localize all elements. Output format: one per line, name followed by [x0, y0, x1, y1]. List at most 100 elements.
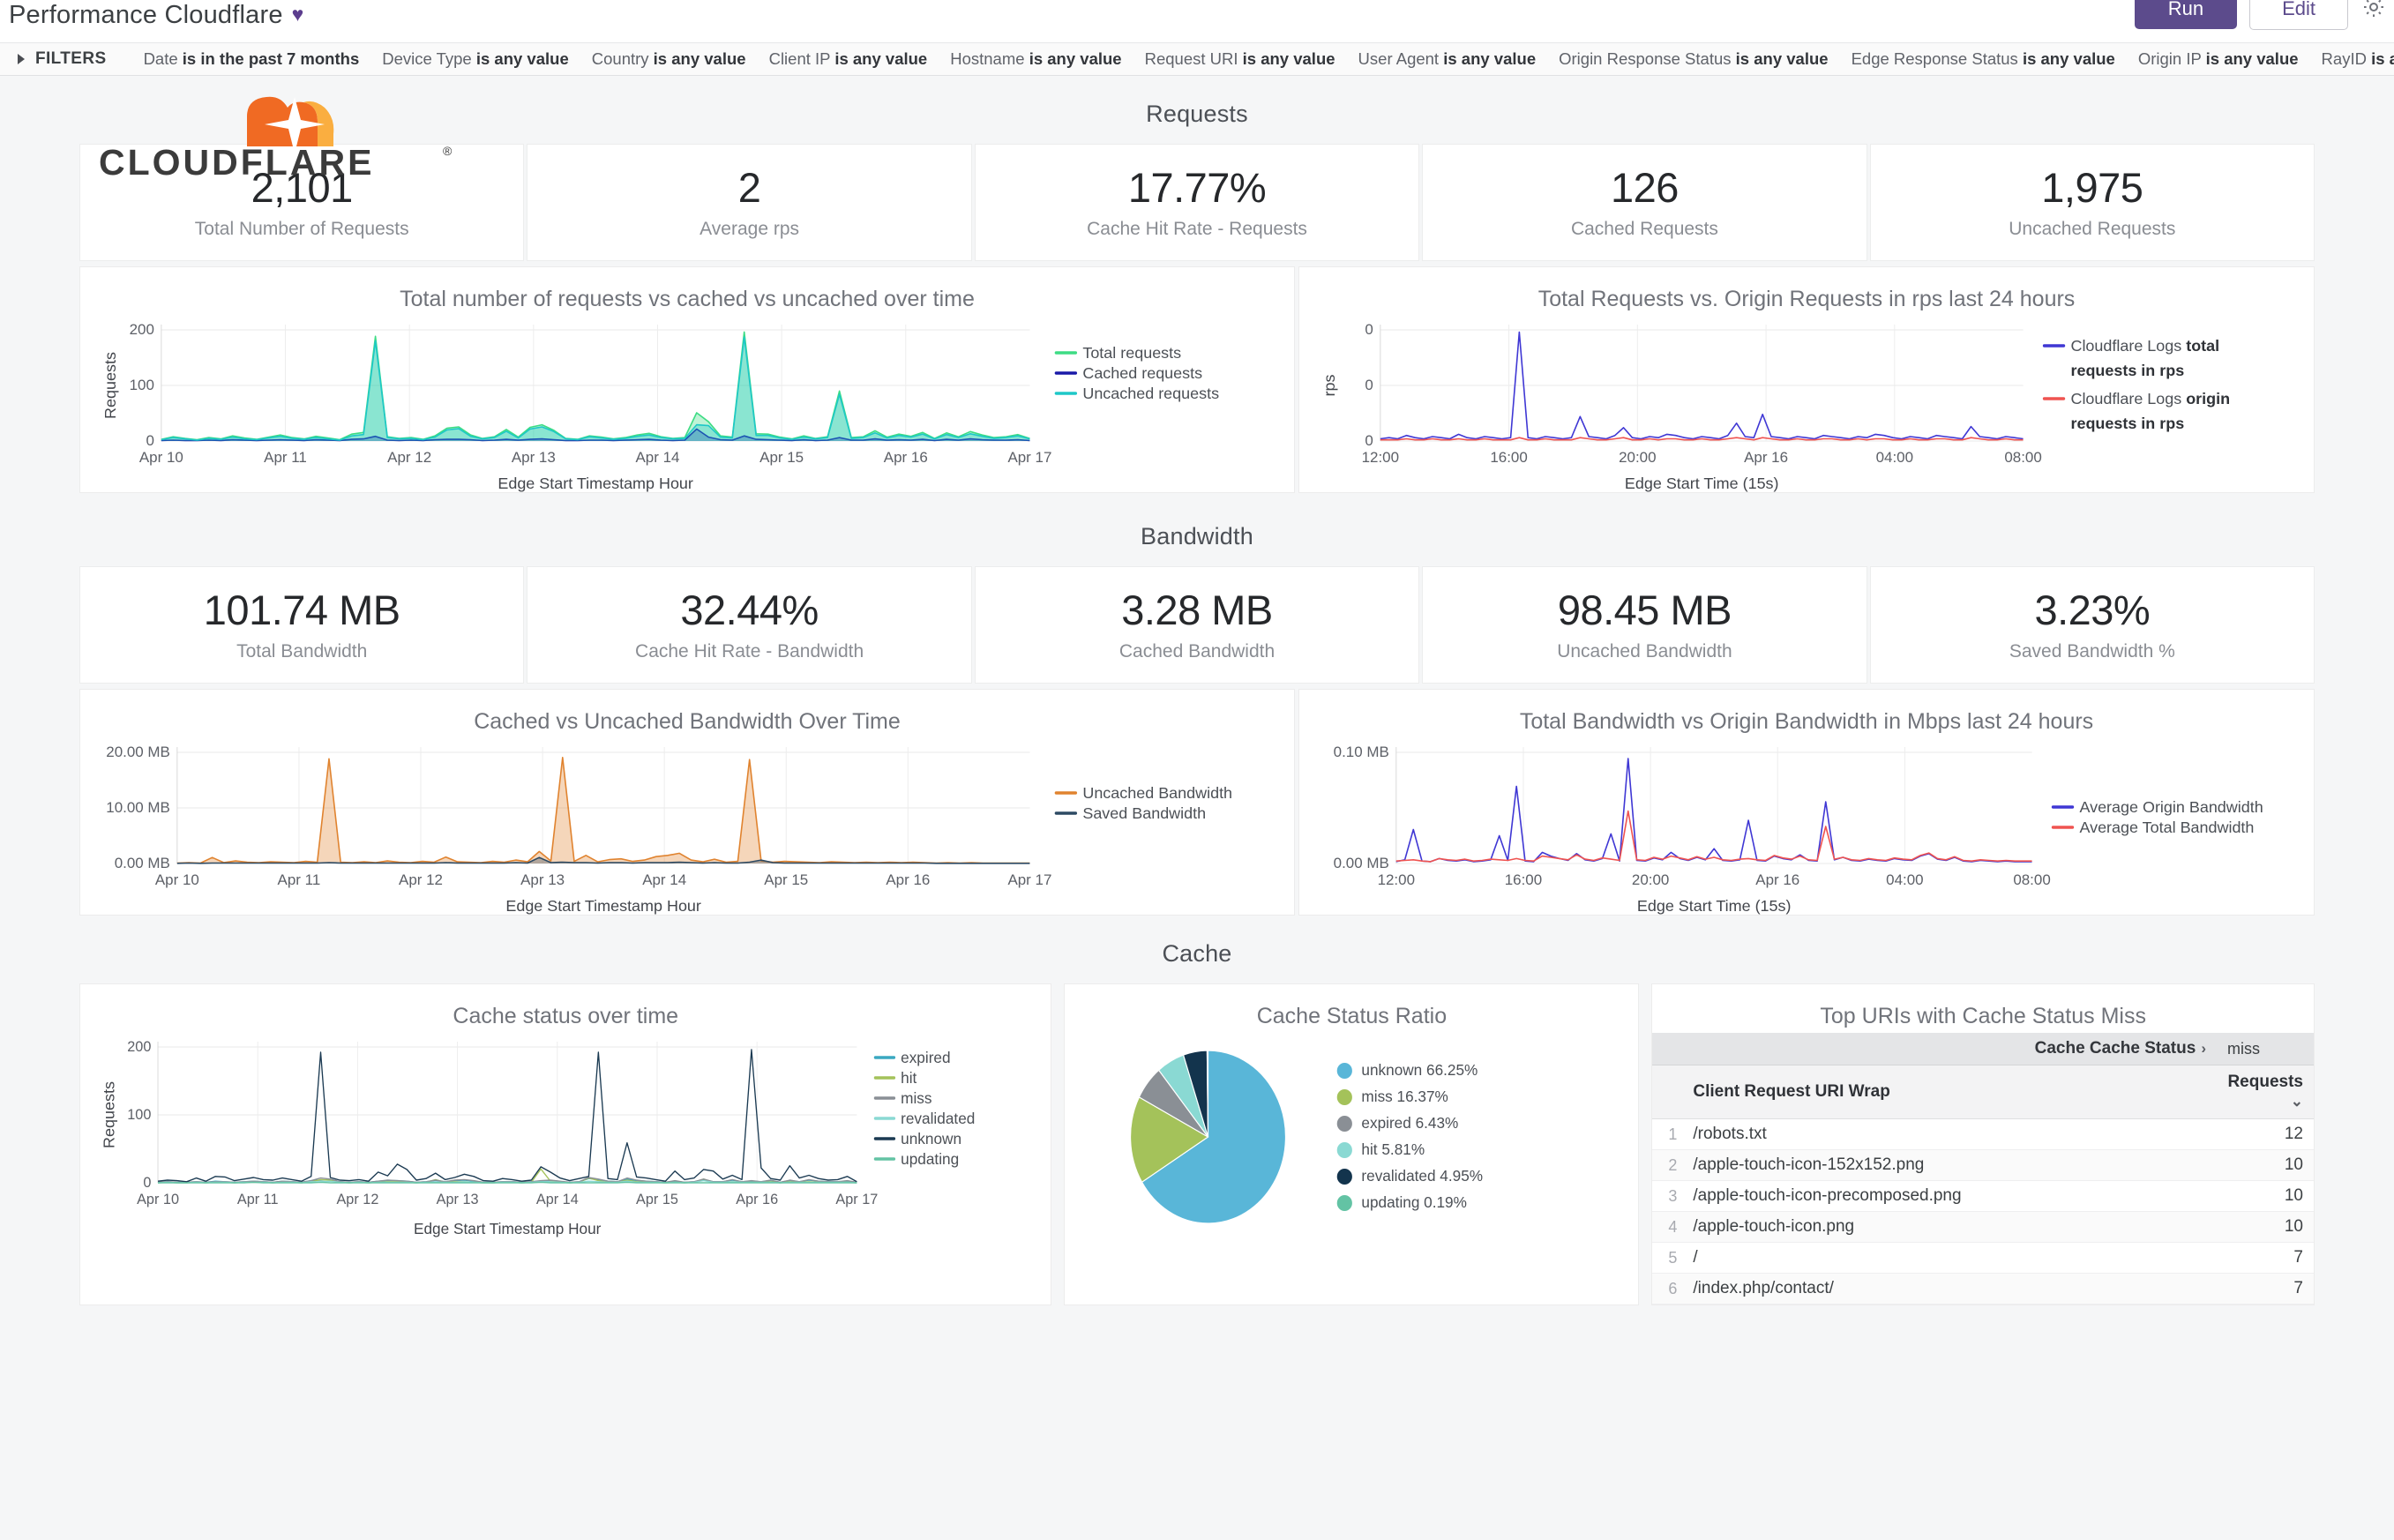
legend-label[interactable]: unknown — [901, 1130, 961, 1148]
chart-area[interactable]: 0 100 200 Apr 10 Apr 11 Apr 12 Apr 13 Apr 14 Apr… — [80, 1033, 1051, 1237]
column-header-uri[interactable]: Client Request URI Wrap — [1682, 1065, 2217, 1119]
gear-icon[interactable] — [2360, 0, 2387, 25]
chart-card-bandwidth-vs-origin[interactable]: Total Bandwidth vs Origin Bandwidth in M… — [1298, 689, 2315, 916]
chart-card-cache-status-ratio[interactable]: Cache Status Ratio unknown 66.25% miss 16… — [1064, 983, 1640, 1305]
filter-item-date[interactable]: Date is in the past 7 months — [143, 49, 360, 68]
chart-area[interactable]: 0.00 MB 10.00 MB 20.00 MB Apr 10 Apr 11 Apr 1… — [80, 738, 1294, 915]
x-tick-label: 20:00 — [1632, 871, 1669, 888]
chart-card-cache-status-over-time[interactable]: Cache status over time 0 100 200 Apr 10 Apr … — [79, 983, 1052, 1305]
legend-label[interactable]: Cloudflare Logs origin — [2070, 390, 2230, 407]
cache-row: Cache status over time 0 100 200 Apr 10 Apr … — [79, 983, 2315, 1305]
chart-area[interactable]: 0 0 0 12:00 16:00 20:00 Apr 16 04:00 08:00 rps Edg… — [1299, 316, 2314, 492]
table-group-header-row: Cache Cache Status › miss — [1652, 1033, 2314, 1065]
kpi-value: 3.23% — [2034, 587, 2151, 634]
x-tick-label: Apr 14 — [642, 871, 686, 888]
pie-slice[interactable] — [1130, 1096, 1210, 1184]
bandwidth-kpi-tile[interactable]: 3.28 MB Cached Bandwidth — [974, 566, 1420, 684]
filter-item-request-uri[interactable]: Request URI is any value — [1144, 49, 1335, 68]
table-body: 1/robots.txt 12 2/apple-touch-icon-152x152… — [1652, 1118, 2314, 1305]
legend-label[interactable]: Uncached Bandwidth — [1082, 784, 1232, 802]
chart-area[interactable]: unknown 66.25% miss 16.37% expired 6.43% hi… — [1065, 1033, 1638, 1237]
filter-item-rayid[interactable]: RayID is any valu... — [2321, 49, 2394, 68]
legend-label[interactable]: Average Origin Bandwidth — [2079, 798, 2263, 816]
filter-item-country[interactable]: Country is any value — [591, 49, 746, 68]
requests-kpi-tile[interactable]: 17.77% Cache Hit Rate - Requests — [974, 144, 1420, 261]
group-header-label[interactable]: Cache Cache Status › — [1652, 1033, 2217, 1065]
filter-item-device-type[interactable]: Device Type is any value — [382, 49, 569, 68]
filters-toggle[interactable]: FILTERS — [18, 49, 107, 69]
row-uri[interactable]: /apple-touch-icon-152x152.png — [1682, 1149, 2217, 1181]
row-requests: 10 — [2216, 1149, 2314, 1181]
bandwidth-kpi-tile[interactable]: 101.74 MB Total Bandwidth — [79, 566, 525, 684]
table-row[interactable]: 5/7 — [1652, 1242, 2314, 1274]
row-index: 2 — [1652, 1149, 1683, 1181]
x-tick-label: Apr 15 — [636, 1191, 678, 1207]
filter-item-origin-response-status[interactable]: Origin Response Status is any value — [1559, 49, 1829, 68]
x-tick-label: 20:00 — [1619, 449, 1656, 466]
chart-title: Cache Status Ratio — [1256, 1004, 1448, 1028]
chart-area[interactable]: 0 100 200 Apr 10 Apr 11 Apr 12 Apr 13 Apr 14 Apr… — [80, 316, 1294, 492]
table-row[interactable]: 3/apple-touch-icon-precomposed.png 10 — [1652, 1180, 2314, 1212]
legend-label[interactable]: revalidated 4.95% — [1362, 1167, 1484, 1185]
requests-kpi-tile[interactable]: 2,101 Total Number of Requests — [79, 144, 525, 261]
row-requests: 7 — [2216, 1273, 2314, 1305]
table-row[interactable]: 4/apple-touch-icon.png 10 — [1652, 1211, 2314, 1243]
pie-slice[interactable] — [1141, 1050, 1287, 1224]
table-row[interactable]: 2/apple-touch-icon-152x152.png 10 — [1652, 1149, 2314, 1181]
bandwidth-kpi-tile[interactable]: 98.45 MB Uncached Bandwidth — [1422, 566, 1867, 684]
kpi-value: 1,975 — [2041, 164, 2143, 212]
legend-label[interactable]: Cloudflare Logs total — [2070, 337, 2219, 355]
filter-item-user-agent[interactable]: User Agent is any value — [1358, 49, 1537, 68]
requests-kpi-tile[interactable]: 1,975 Uncached Requests — [1869, 144, 2315, 261]
column-header-requests[interactable]: Requests ⌄ — [2216, 1065, 2314, 1119]
filter-item-hostname[interactable]: Hostname is any value — [950, 49, 1122, 68]
legend-label[interactable]: expired — [901, 1049, 950, 1066]
legend-swatch — [1337, 1142, 1353, 1158]
legend-label[interactable]: unknown 66.25% — [1362, 1061, 1478, 1079]
filter-item-client-ip[interactable]: Client IP is any value — [768, 49, 928, 68]
legend-label[interactable]: Cached requests — [1082, 364, 1202, 382]
chart-card-requests-over-time[interactable]: Total number of requests vs cached vs un… — [79, 266, 1295, 493]
series-line — [1380, 331, 2024, 440]
row-uri[interactable]: /apple-touch-icon-precomposed.png — [1682, 1180, 2217, 1212]
chart-area[interactable]: 0.00 MB 0.10 MB 12:00 16:00 20:00 Apr 16 04:00… — [1299, 738, 2314, 915]
legend-label[interactable]: updating 0.19% — [1362, 1193, 1468, 1211]
legend-swatch — [1337, 1089, 1353, 1105]
legend-label[interactable]: Total requests — [1082, 344, 1181, 362]
table-card-top-uris[interactable]: Top URIs with Cache Status Miss Cache Ca… — [1651, 983, 2315, 1305]
legend-label[interactable]: miss — [901, 1089, 932, 1107]
row-uri[interactable]: /robots.txt — [1682, 1118, 2217, 1150]
chart-card-requests-vs-origin[interactable]: Total Requests vs. Origin Requests in rp… — [1298, 266, 2315, 493]
legend-swatch — [1337, 1063, 1353, 1079]
legend-label[interactable]: revalidated — [901, 1110, 975, 1127]
edit-button[interactable]: Edit — [2249, 0, 2348, 30]
chart-card-bandwidth-over-time[interactable]: Cached vs Uncached Bandwidth Over Time 0… — [79, 689, 1295, 916]
legend-label[interactable]: Average Total Bandwidth — [2079, 819, 2254, 836]
filter-item-origin-ip[interactable]: Origin IP is any value — [2137, 49, 2299, 68]
kpi-label: Uncached Bandwidth — [1557, 640, 1732, 662]
legend-label[interactable]: Uncached requests — [1082, 385, 1219, 402]
bandwidth-kpi-tile[interactable]: 32.44% Cache Hit Rate - Bandwidth — [527, 566, 972, 684]
legend-label[interactable]: updating — [901, 1150, 959, 1168]
legend-label[interactable]: Saved Bandwidth — [1082, 804, 1206, 822]
table-row[interactable]: 1/robots.txt 12 — [1652, 1118, 2314, 1150]
requests-kpi-tile[interactable]: 2 Average rps — [527, 144, 972, 261]
x-axis-title: Edge Start Time (15s) — [1625, 475, 1779, 492]
requests-kpi-tile[interactable]: 126 Cached Requests — [1422, 144, 1867, 261]
legend-label[interactable]: expired 6.43% — [1362, 1114, 1459, 1132]
filter-item-edge-response-status[interactable]: Edge Response Status is any value — [1851, 49, 2115, 68]
x-tick-label: 16:00 — [1490, 449, 1527, 466]
row-uri[interactable]: /apple-touch-icon.png — [1682, 1211, 2217, 1243]
row-uri[interactable]: /index.php/contact/ — [1682, 1273, 2217, 1305]
legend-label[interactable]: hit — [901, 1069, 916, 1087]
table-row[interactable]: 6/index.php/contact/7 — [1652, 1273, 2314, 1305]
x-tick-label: Apr 14 — [536, 1191, 579, 1207]
legend-label[interactable]: hit 5.81% — [1362, 1140, 1425, 1158]
row-uri[interactable]: / — [1682, 1242, 2217, 1274]
legend-label[interactable]: miss 16.37% — [1362, 1088, 1449, 1105]
heart-icon[interactable]: ♥ — [291, 3, 304, 26]
x-tick-label: Apr 12 — [399, 871, 443, 888]
bandwidth-kpi-tile[interactable]: 3.23% Saved Bandwidth % — [1869, 566, 2315, 684]
x-tick-label: Apr 10 — [137, 1191, 179, 1207]
run-button[interactable]: Run — [2134, 0, 2238, 29]
